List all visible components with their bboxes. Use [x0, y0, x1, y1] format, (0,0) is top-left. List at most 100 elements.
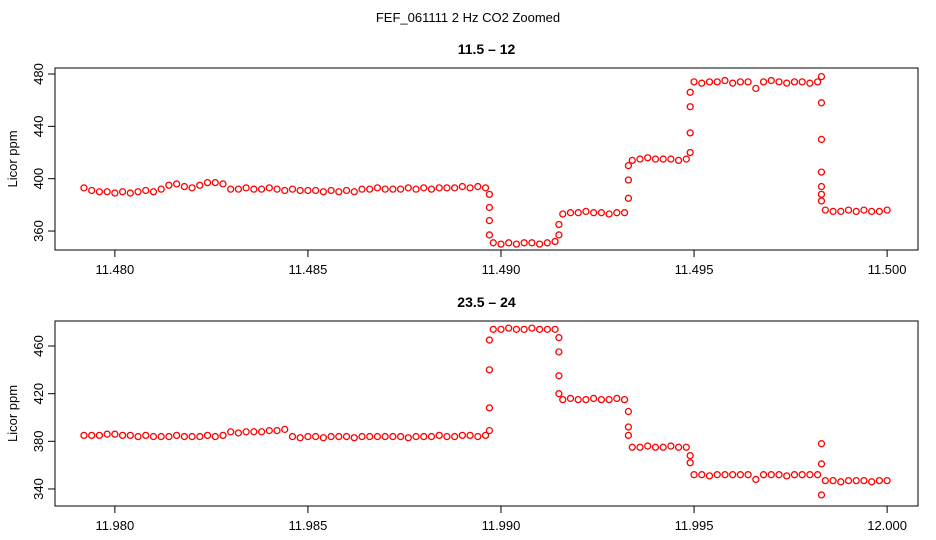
- data-point: [817, 491, 826, 499]
- data-point: [489, 325, 497, 333]
- data-point: [157, 185, 165, 193]
- data-point: [875, 207, 884, 216]
- data-point: [775, 471, 783, 479]
- x-tick-label: 11.480: [95, 262, 134, 277]
- data-point: [196, 181, 204, 189]
- data-point: [265, 184, 273, 192]
- data-point: [485, 203, 494, 212]
- data-point: [813, 78, 822, 86]
- data-point: [729, 79, 737, 87]
- data-point: [574, 209, 582, 217]
- data-point: [227, 428, 235, 436]
- data-point: [350, 434, 358, 442]
- data-point: [219, 431, 227, 440]
- data-point: [837, 207, 845, 216]
- data-point: [389, 185, 397, 193]
- data-point: [624, 194, 633, 202]
- data-point: [366, 185, 374, 193]
- x-tick-label: 11.500: [868, 262, 907, 277]
- data-point: [783, 79, 791, 87]
- data-point: [651, 443, 660, 451]
- data-point: [686, 451, 694, 460]
- data-point: [844, 476, 853, 485]
- data-point: [427, 185, 436, 193]
- data-point: [443, 184, 451, 192]
- x-tick-label: 11.490: [482, 262, 521, 277]
- data-point: [485, 336, 494, 344]
- data-point: [396, 432, 405, 441]
- data-point: [111, 430, 119, 438]
- data-point: [358, 432, 366, 441]
- data-point: [860, 206, 868, 214]
- data-point: [821, 206, 829, 214]
- x-tick-label: 11.985: [289, 518, 328, 533]
- data-point: [485, 404, 494, 412]
- data-point: [566, 394, 575, 403]
- data-point: [817, 440, 826, 448]
- data-point: [806, 471, 814, 479]
- data-point: [149, 432, 158, 441]
- data-point: [698, 79, 706, 87]
- data-point: [342, 186, 351, 195]
- data-point: [543, 239, 551, 247]
- data-point: [817, 168, 826, 176]
- data-point: [582, 207, 590, 216]
- data-point: [559, 395, 567, 404]
- data-point: [412, 185, 420, 193]
- data-point: [729, 471, 737, 479]
- panel: 23.5 – 24 Licor ppm 11.980 11.985 11.990 11.9…: [5, 294, 919, 533]
- data-point: [713, 78, 721, 86]
- data-point: [319, 188, 328, 196]
- data-point: [744, 78, 752, 86]
- data-point: [682, 443, 690, 451]
- data-point: [203, 431, 212, 440]
- data-point: [590, 209, 598, 217]
- data-point: [134, 432, 142, 441]
- data-point: [883, 476, 891, 485]
- data-point: [350, 188, 358, 196]
- data-point: [686, 459, 694, 467]
- y-tick-label: 480: [31, 63, 46, 85]
- data-point: [790, 78, 799, 86]
- data-point: [555, 220, 563, 229]
- data-point: [624, 161, 633, 170]
- y-tick-label: 440: [31, 116, 46, 138]
- data-point: [485, 426, 494, 435]
- data-point: [674, 156, 683, 165]
- y-tick-label: 400: [31, 168, 46, 190]
- data-point: [242, 184, 250, 192]
- data-point: [817, 72, 826, 81]
- data-point: [574, 395, 582, 404]
- data-point: [613, 394, 621, 403]
- data-point: [435, 431, 443, 440]
- data-point: [690, 471, 698, 479]
- data-point: [396, 185, 405, 193]
- data-point: [682, 155, 690, 163]
- data-point: [296, 186, 304, 195]
- data-point: [852, 476, 860, 485]
- data-point: [713, 471, 721, 479]
- figure-title: FEF_061111 2 Hz CO2 Zoomed: [376, 10, 560, 25]
- data-point: [690, 78, 698, 86]
- data-point: [883, 206, 891, 214]
- data-point: [489, 239, 497, 247]
- data-point: [555, 334, 563, 342]
- data-point: [485, 366, 494, 374]
- data-point: [242, 428, 250, 436]
- data-point: [860, 476, 868, 485]
- data-point: [373, 184, 382, 192]
- data-point: [420, 432, 428, 441]
- data-point: [172, 431, 181, 440]
- data-point: [458, 431, 467, 440]
- data-point: [234, 429, 243, 437]
- x-tick-label: 11.990: [482, 518, 521, 533]
- data-point: [327, 432, 335, 441]
- data-point: [817, 460, 826, 468]
- data-point: [520, 239, 528, 247]
- data-point: [466, 431, 474, 440]
- data-point: [103, 430, 111, 438]
- data-point: [126, 431, 134, 440]
- data-point: [219, 180, 227, 188]
- data-point: [342, 432, 351, 441]
- data-point: [304, 432, 312, 441]
